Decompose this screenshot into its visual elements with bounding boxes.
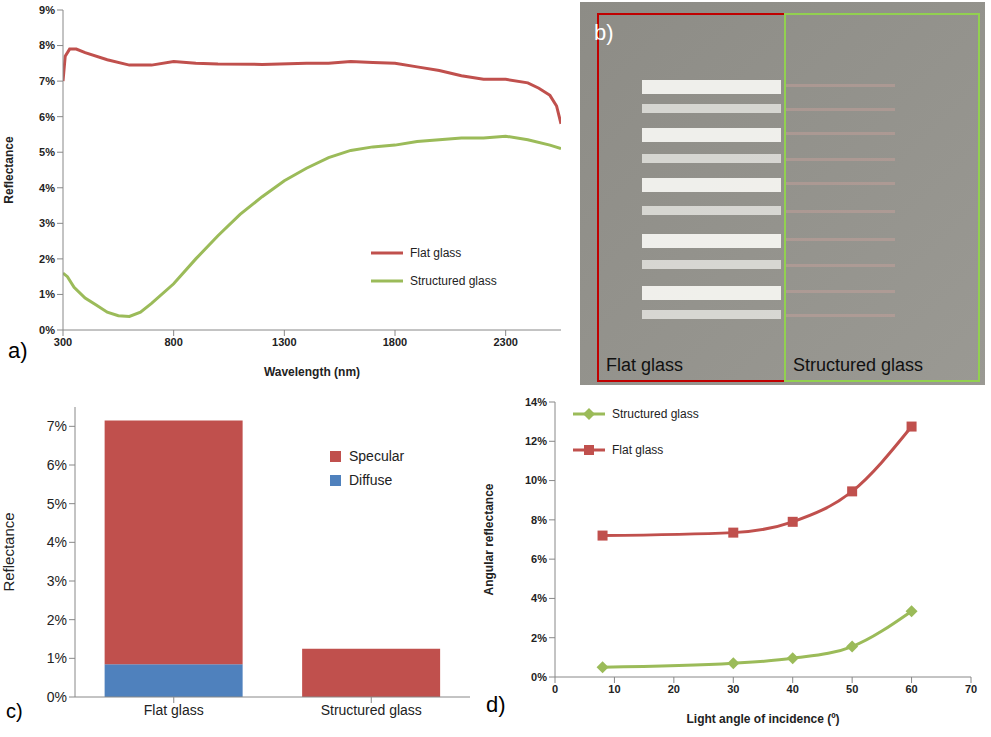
- svg-text:2%: 2%: [47, 612, 67, 628]
- svg-text:4%: 4%: [47, 534, 67, 550]
- svg-text:Reflectance: Reflectance: [2, 136, 16, 204]
- html-text:Flat glass: Flat glass: [612, 442, 664, 457]
- svg-text:60: 60: [905, 683, 917, 695]
- svg-text:0%: 0%: [39, 324, 55, 336]
- svg-text:9%: 9%: [39, 4, 55, 16]
- html-text:Structured glass: Structured glass: [612, 406, 699, 421]
- svg-text:10%: 10%: [525, 474, 547, 486]
- svg-text:2300: 2300: [493, 336, 517, 348]
- svg-text:Light angle of incidence (º): Light angle of incidence (º): [686, 712, 839, 726]
- html-text:Flat glass: Flat glass: [410, 245, 462, 260]
- html-text:Diffuse: Diffuse: [349, 472, 393, 489]
- html-text:Specular: Specular: [349, 448, 405, 465]
- svg-text:Reflectance: Reflectance: [0, 512, 17, 591]
- svg-text:Wavelength (nm): Wavelength (nm): [264, 365, 360, 379]
- svg-text:10: 10: [608, 683, 620, 695]
- html-text:d): d): [486, 692, 506, 717]
- svg-text:2%: 2%: [531, 632, 547, 644]
- svg-text:300: 300: [54, 336, 72, 348]
- svg-text:14%: 14%: [525, 396, 547, 408]
- svg-text:1800: 1800: [383, 336, 407, 348]
- svg-text:6%: 6%: [39, 111, 55, 123]
- svg-text:3%: 3%: [39, 217, 55, 229]
- svg-text:800: 800: [164, 336, 182, 348]
- svg-text:Angular reflectance: Angular reflectance: [482, 483, 496, 595]
- svg-text:1%: 1%: [39, 288, 55, 300]
- html-text:a): a): [8, 338, 28, 363]
- svg-text:4%: 4%: [531, 592, 547, 604]
- svg-text:7%: 7%: [39, 75, 55, 87]
- svg-text:8%: 8%: [531, 514, 547, 526]
- html-text:Structured glass: Structured glass: [410, 273, 497, 288]
- svg-text:5%: 5%: [47, 496, 67, 512]
- svg-text:30: 30: [727, 683, 739, 695]
- svg-text:70: 70: [965, 683, 977, 695]
- svg-text:Structured glass: Structured glass: [793, 355, 923, 375]
- svg-text:0: 0: [552, 683, 558, 695]
- svg-text:0%: 0%: [47, 689, 67, 705]
- svg-text:1300: 1300: [272, 336, 296, 348]
- svg-text:3%: 3%: [47, 573, 67, 589]
- svg-text:6%: 6%: [531, 553, 547, 565]
- svg-text:Flat glass: Flat glass: [606, 355, 683, 375]
- svg-text:Flat glass: Flat glass: [144, 702, 204, 718]
- svg-text:6%: 6%: [47, 457, 67, 473]
- svg-text:5%: 5%: [39, 146, 55, 158]
- svg-text:50: 50: [846, 683, 858, 695]
- svg-text:b): b): [594, 20, 614, 45]
- svg-text:0%: 0%: [531, 671, 547, 683]
- svg-text:12%: 12%: [525, 435, 547, 447]
- html-text:c): c): [6, 700, 23, 722]
- svg-text:2%: 2%: [39, 253, 55, 265]
- svg-text:4%: 4%: [39, 182, 55, 194]
- svg-text:1%: 1%: [47, 650, 67, 666]
- svg-text:40: 40: [787, 683, 799, 695]
- svg-text:7%: 7%: [47, 418, 67, 434]
- svg-text:20: 20: [668, 683, 680, 695]
- svg-text:Structured glass: Structured glass: [321, 702, 422, 718]
- svg-text:8%: 8%: [39, 39, 55, 51]
